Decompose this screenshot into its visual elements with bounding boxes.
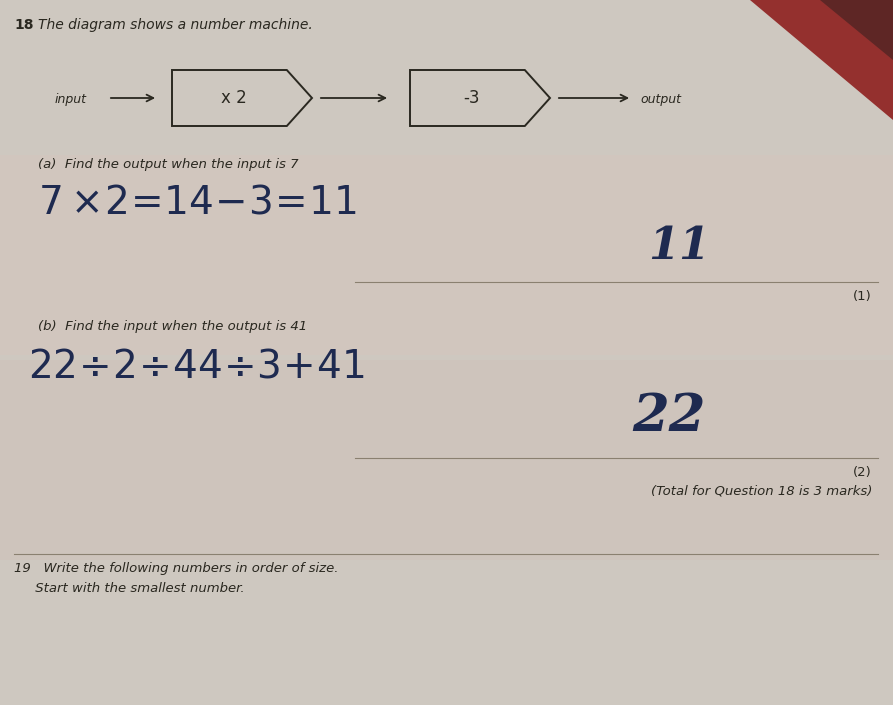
Text: input: input — [55, 94, 87, 106]
Text: 22: 22 — [632, 391, 705, 442]
Text: $22\!\div\!2\!\div\!44\!\div\!3\!+\!41$: $22\!\div\!2\!\div\!44\!\div\!3\!+\!41$ — [28, 348, 364, 385]
Text: (1): (1) — [853, 290, 872, 303]
Text: (Total for Question 18 is 3 marks): (Total for Question 18 is 3 marks) — [651, 484, 872, 497]
Text: (2): (2) — [853, 466, 872, 479]
Text: -3: -3 — [463, 89, 480, 107]
Text: x 2: x 2 — [221, 89, 246, 107]
Text: The diagram shows a number machine.: The diagram shows a number machine. — [38, 18, 313, 32]
Bar — [0, 360, 893, 560]
Bar — [0, 155, 893, 355]
Polygon shape — [750, 0, 893, 120]
Text: $7\times\!2\!=\!14\!-\!3\!=\!11$: $7\times\!2\!=\!14\!-\!3\!=\!11$ — [38, 185, 356, 222]
Text: 18: 18 — [14, 18, 34, 32]
Text: 11: 11 — [648, 225, 710, 268]
Polygon shape — [820, 0, 893, 80]
Text: Start with the smallest number.: Start with the smallest number. — [14, 582, 245, 595]
Text: (a)  Find the output when the input is 7: (a) Find the output when the input is 7 — [38, 158, 298, 171]
Text: output: output — [640, 94, 681, 106]
Text: 19   Write the following numbers in order of size.: 19 Write the following numbers in order … — [14, 562, 338, 575]
Text: (b)  Find the input when the output is 41: (b) Find the input when the output is 41 — [38, 320, 307, 333]
